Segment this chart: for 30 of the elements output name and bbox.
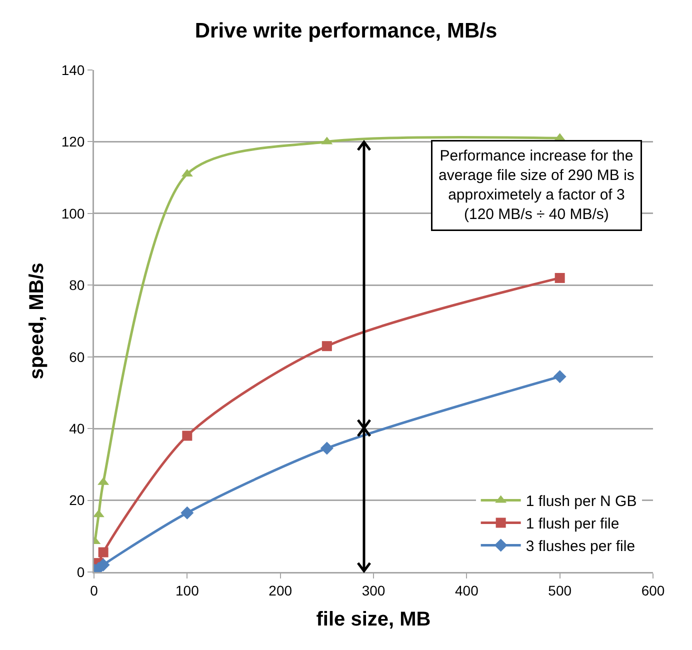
x-tick-label: 500 (548, 582, 572, 598)
x-tick-label: 300 (362, 582, 386, 598)
point (180, 506, 194, 520)
y-tick-label: 60 (69, 348, 85, 365)
x-tick-label: 200 (268, 582, 292, 598)
y-tick-label: 20 (69, 492, 85, 508)
y-axis-title: speed, MB/s (26, 262, 48, 380)
x-tick-label: 100 (175, 582, 200, 598)
annotation: Performance increase for the average file size of 290 MB is approximetely a factor of 3 (120 MB/s ÷ 40 MB/s) (438, 148, 634, 223)
x-axis-title: file size, MB (316, 608, 431, 631)
point (320, 442, 334, 455)
y-tick-label: 0 (76, 564, 85, 580)
point (322, 341, 332, 352)
x-tick-label: 400 (454, 582, 479, 598)
y-tick-label: 80 (69, 277, 85, 294)
point (98, 547, 108, 558)
point (182, 430, 192, 441)
y-tick-label: 40 (69, 420, 85, 436)
y-tick-label: 120 (61, 134, 85, 150)
legend-label: 1 flush per file (526, 516, 620, 533)
point (94, 510, 104, 518)
point (553, 370, 566, 384)
legend-label: 1 flush per N GB (526, 493, 637, 510)
x-tick-label: 600 (641, 582, 665, 598)
legend-label: 3 flushes per file (526, 538, 636, 556)
y-tick-label: 140 (61, 62, 85, 78)
point (554, 272, 565, 283)
y-tick-label: 100 (61, 205, 85, 222)
chart-title: Drive write performance, MB/s (194, 19, 498, 42)
x-tick-label: 0 (90, 582, 98, 598)
